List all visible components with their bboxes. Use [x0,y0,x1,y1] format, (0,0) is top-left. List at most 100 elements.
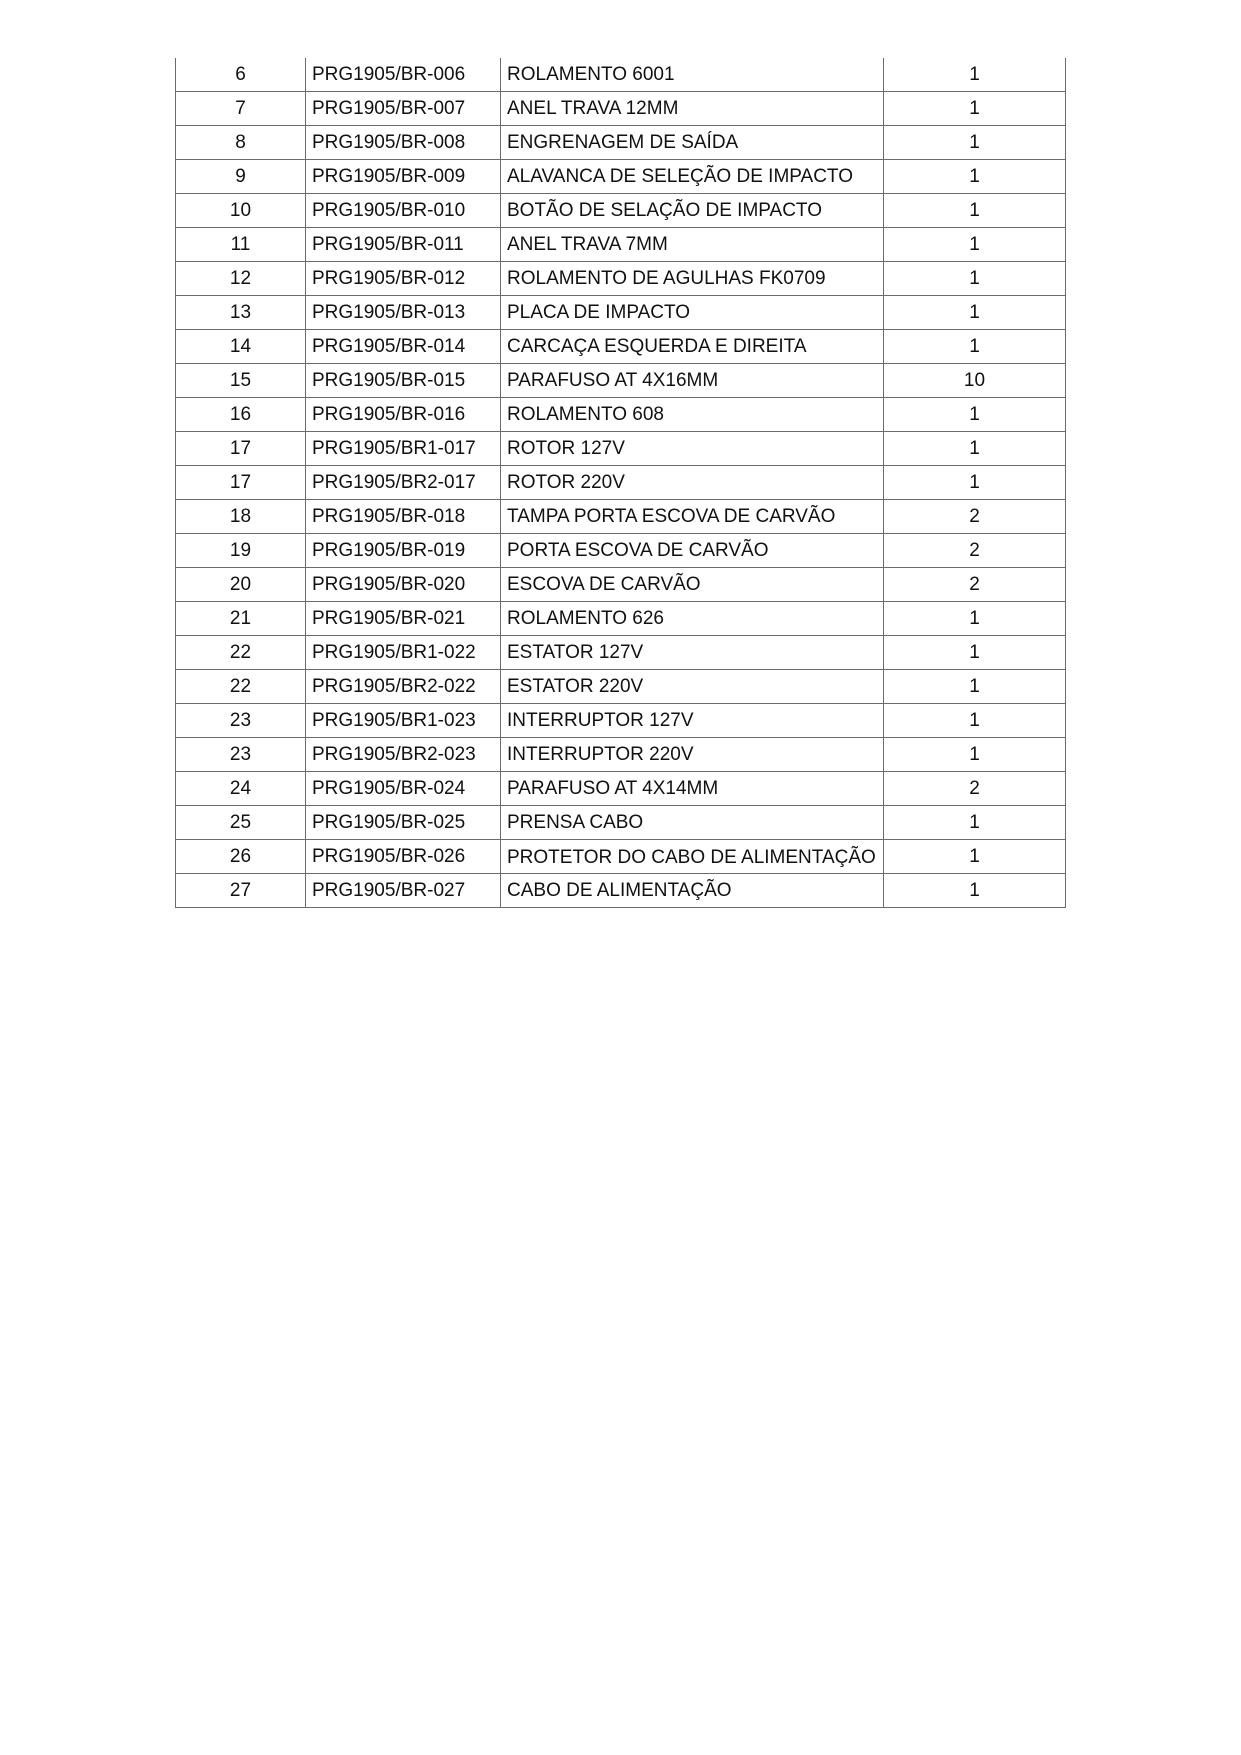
table-row: 22 PRG1905/BR2-022 ESTATOR 220V 1 [175,669,1066,704]
description-cell: PARAFUSO AT 4X16MM [500,363,884,398]
quantity-cell: 1 [883,431,1066,466]
quantity-cell: 1 [883,295,1066,330]
quantity-cell: 1 [883,805,1066,840]
item-number-cell: 24 [175,771,306,806]
description-cell: PRENSA CABO [500,805,884,840]
item-number-cell: 15 [175,363,306,398]
table-row: 26 PRG1905/BR-026 PROTETOR DO CABO DE ALIM… [175,839,1066,874]
description-cell: PLACA DE IMPACTO [500,295,884,330]
quantity-cell: 1 [883,125,1066,160]
part-code-cell: PRG1905/BR2-022 [305,669,501,704]
item-number-cell: 12 [175,261,306,296]
item-number-cell: 9 [175,159,306,194]
part-code-cell: PRG1905/BR-013 [305,295,501,330]
table-row: 17 PRG1905/BR1-017 ROTOR 127V 1 [175,431,1066,466]
quantity-cell: 1 [883,261,1066,296]
quantity-cell: 1 [883,159,1066,194]
part-code-cell: PRG1905/BR-016 [305,397,501,432]
part-code-cell: PRG1905/BR-009 [305,159,501,194]
quantity-cell: 1 [883,91,1066,126]
table-row: 18 PRG1905/BR-018 TAMPA PORTA ESCOVA DE CA… [175,499,1066,534]
item-number-cell: 27 [175,873,306,908]
description-cell: ROLAMENTO 608 [500,397,884,432]
item-number-cell: 7 [175,91,306,126]
item-number-cell: 16 [175,397,306,432]
item-number-cell: 23 [175,737,306,772]
item-number-cell: 25 [175,805,306,840]
description-cell: ROTOR 220V [500,465,884,500]
part-code-cell: PRG1905/BR1-022 [305,635,501,670]
description-cell: INTERRUPTOR 127V [500,703,884,738]
part-code-cell: PRG1905/BR-019 [305,533,501,568]
quantity-cell: 10 [883,363,1066,398]
item-number-cell: 22 [175,635,306,670]
item-number-cell: 21 [175,601,306,636]
part-code-cell: PRG1905/BR-014 [305,329,501,364]
part-code-cell: PRG1905/BR-024 [305,771,501,806]
description-cell: INTERRUPTOR 220V [500,737,884,772]
table-row: 20 PRG1905/BR-020 ESCOVA DE CARVÃO 2 [175,567,1066,602]
description-cell: PORTA ESCOVA DE CARVÃO [500,533,884,568]
item-number-cell: 22 [175,669,306,704]
part-code-cell: PRG1905/BR-006 [305,58,501,92]
part-code-cell: PRG1905/BR2-017 [305,465,501,500]
part-code-cell: PRG1905/BR-008 [305,125,501,160]
part-code-cell: PRG1905/BR-010 [305,193,501,228]
table-row: 22 PRG1905/BR1-022 ESTATOR 127V 1 [175,635,1066,670]
description-cell: ROTOR 127V [500,431,884,466]
part-code-cell: PRG1905/BR-012 [305,261,501,296]
description-cell: ROLAMENTO 626 [500,601,884,636]
item-number-cell: 17 [175,465,306,500]
description-cell: ROLAMENTO 6001 [500,58,884,92]
quantity-cell: 2 [883,567,1066,602]
table-row: 12 PRG1905/BR-012 ROLAMENTO DE AGULHAS FK0… [175,261,1066,296]
description-cell: PARAFUSO AT 4X14MM [500,771,884,806]
part-code-cell: PRG1905/BR2-023 [305,737,501,772]
description-cell: BOTÃO DE SELAÇÃO DE IMPACTO [500,193,884,228]
part-code-cell: PRG1905/BR-020 [305,567,501,602]
description-cell: PROTETOR DO CABO DE ALIMENTAÇÃO [500,839,884,874]
quantity-cell: 2 [883,499,1066,534]
description-cell: ALAVANCA DE SELEÇÃO DE IMPACTO [500,159,884,194]
table-row: 10 PRG1905/BR-010 BOTÃO DE SELAÇÃO DE IMPA… [175,193,1066,228]
table-row: 23 PRG1905/BR2-023 INTERRUPTOR 220V 1 [175,737,1066,772]
item-number-cell: 6 [175,58,306,92]
table-row: 7 PRG1905/BR-007 ANEL TRAVA 12MM 1 [175,91,1066,126]
table-row: 25 PRG1905/BR-025 PRENSA CABO 1 [175,805,1066,840]
description-cell: ESTATOR 220V [500,669,884,704]
table-row: 17 PRG1905/BR2-017 ROTOR 220V 1 [175,465,1066,500]
item-number-cell: 26 [175,839,306,874]
quantity-cell: 1 [883,635,1066,670]
quantity-cell: 1 [883,397,1066,432]
part-code-cell: PRG1905/BR-027 [305,873,501,908]
part-code-cell: PRG1905/BR-026 [305,839,501,874]
quantity-cell: 1 [883,193,1066,228]
table-row: 13 PRG1905/BR-013 PLACA DE IMPACTO 1 [175,295,1066,330]
table-row: 15 PRG1905/BR-015 PARAFUSO AT 4X16MM 10 [175,363,1066,398]
part-code-cell: PRG1905/BR1-017 [305,431,501,466]
quantity-cell: 1 [883,58,1066,92]
part-code-cell: PRG1905/BR-007 [305,91,501,126]
quantity-cell: 1 [883,227,1066,262]
quantity-cell: 1 [883,873,1066,908]
table-row: 14 PRG1905/BR-014 CARCAÇA ESQUERDA E DIREI… [175,329,1066,364]
quantity-cell: 1 [883,737,1066,772]
quantity-cell: 1 [883,669,1066,704]
table-row: 24 PRG1905/BR-024 PARAFUSO AT 4X14MM 2 [175,771,1066,806]
item-number-cell: 20 [175,567,306,602]
description-cell: ENGRENAGEM DE SAÍDA [500,125,884,160]
item-number-cell: 19 [175,533,306,568]
item-number-cell: 8 [175,125,306,160]
quantity-cell: 1 [883,601,1066,636]
part-code-cell: PRG1905/BR-011 [305,227,501,262]
item-number-cell: 14 [175,329,306,364]
description-cell: ESCOVA DE CARVÃO [500,567,884,602]
description-cell: CABO DE ALIMENTAÇÃO [500,873,884,908]
table-row: 6 PRG1905/BR-006 ROLAMENTO 6001 1 [175,58,1066,92]
quantity-cell: 1 [883,329,1066,364]
item-number-cell: 18 [175,499,306,534]
quantity-cell: 1 [883,703,1066,738]
quantity-cell: 1 [883,839,1066,874]
item-number-cell: 10 [175,193,306,228]
description-cell: TAMPA PORTA ESCOVA DE CARVÃO [500,499,884,534]
